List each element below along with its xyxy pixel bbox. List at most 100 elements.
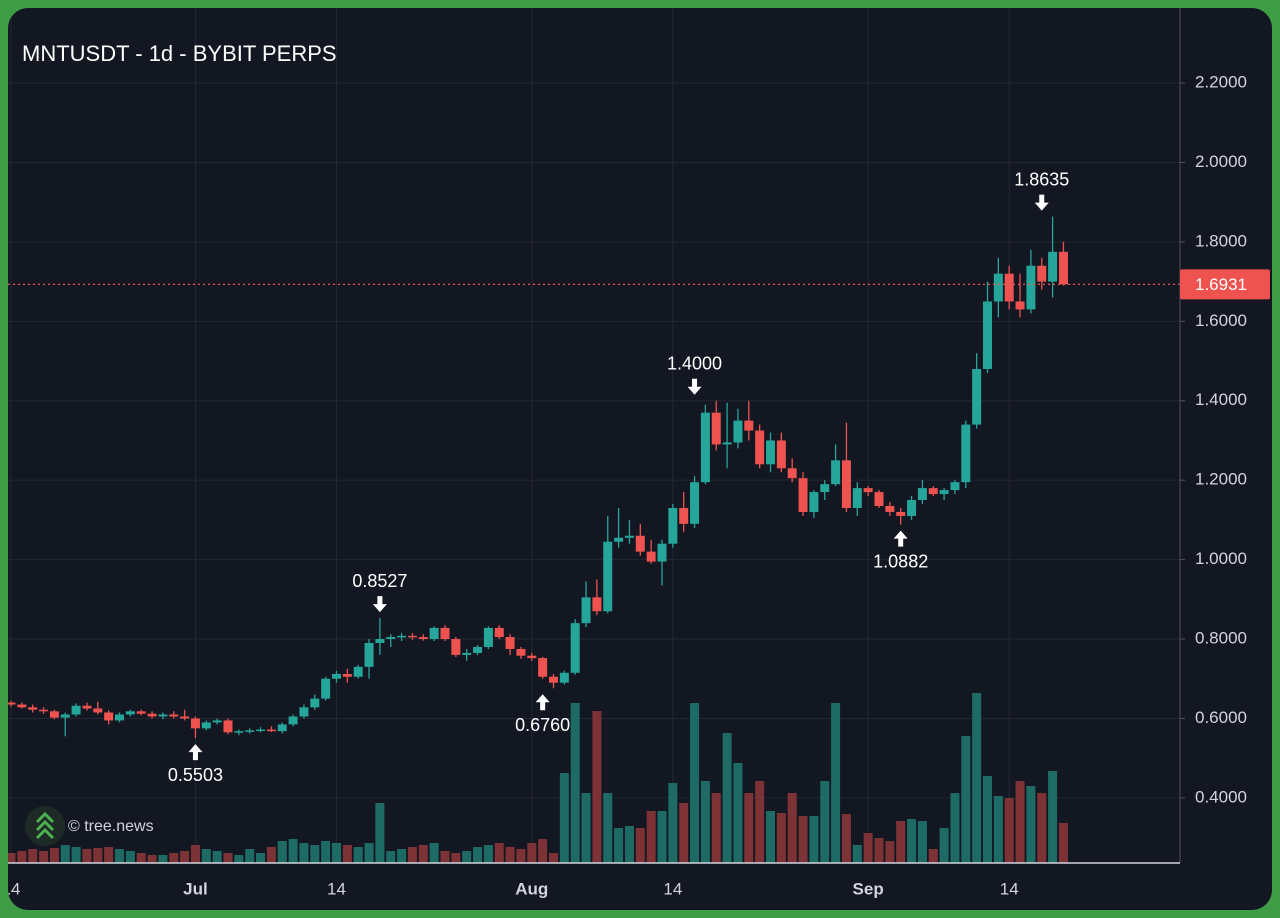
candle-body <box>559 672 569 683</box>
candle-body <box>266 729 276 732</box>
volume-bar <box>82 849 92 863</box>
candle-body <box>39 709 49 712</box>
volume-bar <box>1058 823 1068 863</box>
annotation-label: 0.5503 <box>168 765 223 785</box>
candle-body <box>635 535 645 552</box>
volume-bar <box>787 793 797 863</box>
volume-bar <box>256 853 266 863</box>
annotation-arrow <box>1034 194 1049 211</box>
candle-body <box>538 658 548 677</box>
y-tick-label: 0.6000 <box>1195 708 1247 727</box>
candle-body <box>321 678 331 699</box>
candle-body <box>277 724 287 732</box>
volume-bar <box>766 811 775 863</box>
volume-bar <box>690 703 700 863</box>
candle-body <box>516 648 526 656</box>
candle-body <box>592 597 602 612</box>
volume-bar <box>483 845 493 863</box>
annotation: 1.8635 <box>1014 169 1069 211</box>
annotation: 1.0882 <box>873 530 928 571</box>
candle-body <box>8 702 16 705</box>
volume-bar <box>733 763 743 863</box>
volume-bar <box>180 851 190 863</box>
candle-body <box>690 482 700 524</box>
candle-body <box>190 718 200 729</box>
volume-bar <box>538 839 548 863</box>
y-tick-label: 1.4000 <box>1195 390 1247 409</box>
candle-body <box>939 490 949 495</box>
candle-body <box>125 711 135 715</box>
volume-bar <box>418 845 428 863</box>
candle-body <box>896 511 906 516</box>
candle-body <box>49 711 59 718</box>
candle-body <box>256 729 266 732</box>
candle-body <box>841 460 851 508</box>
volume-bar <box>961 736 971 863</box>
volume-bar <box>983 776 992 863</box>
y-tick-label: 0.4000 <box>1195 787 1247 806</box>
volume-bar <box>407 847 417 863</box>
candle-body <box>364 642 374 667</box>
candle-body <box>570 623 580 673</box>
volume-bar <box>321 841 331 863</box>
candle-body <box>60 714 70 718</box>
annotation-arrow <box>687 378 702 395</box>
candle-body <box>787 468 797 479</box>
plot: 14 Jul 14 Aug 14 Sep 14 0.5503 0.8527 0.6760 1.400… <box>8 8 1180 898</box>
volume-bar <box>115 849 124 863</box>
volume-bar <box>245 849 255 863</box>
volume-bar <box>1015 781 1025 863</box>
candle-body <box>983 301 992 369</box>
candle-body <box>581 597 591 624</box>
volume-bar <box>917 821 927 863</box>
volume-bar <box>49 848 59 863</box>
candle-body <box>505 637 515 649</box>
candle-body <box>917 488 927 501</box>
volume-bar <box>549 853 558 863</box>
volume-bar <box>570 703 580 863</box>
volume-bar <box>559 773 569 863</box>
annotation-arrow <box>372 596 387 613</box>
volume-bar <box>397 849 407 863</box>
volume-bar <box>451 853 461 863</box>
volume-bar <box>494 843 504 863</box>
volume-bar <box>223 853 233 863</box>
annotation-label: 1.8635 <box>1014 169 1069 189</box>
candle-body <box>462 652 472 655</box>
candle-body <box>646 551 656 562</box>
volume-bar <box>1048 771 1058 863</box>
x-tick-label: Aug <box>515 879 548 898</box>
candle-body <box>1026 265 1036 310</box>
candle-body <box>950 482 960 491</box>
candle-body <box>136 711 146 714</box>
candle-body <box>614 537 624 542</box>
volume-bar <box>342 845 352 863</box>
candle-body <box>115 714 124 721</box>
volume-bar <box>581 793 591 863</box>
volume-bar <box>169 853 179 863</box>
volume-bar <box>603 793 613 863</box>
candle-body <box>1004 273 1014 302</box>
volume-bar <box>744 793 754 863</box>
y-tick-label: 2.2000 <box>1195 73 1247 92</box>
volume-bar <box>820 781 830 863</box>
volume-bar <box>972 693 982 863</box>
candle-body <box>169 714 179 717</box>
volume-bar <box>60 845 70 863</box>
volume-bar <box>462 851 472 863</box>
candle-body <box>288 716 298 725</box>
annotation: 0.8527 <box>352 571 407 613</box>
candle-body <box>429 627 439 640</box>
volume-bar <box>1004 798 1014 863</box>
candle-body <box>907 500 917 516</box>
candle-body <box>679 507 689 524</box>
volume-bar <box>527 843 537 863</box>
annotation-label: 1.0882 <box>873 551 928 571</box>
volume-bar <box>17 851 27 863</box>
last-price-box <box>1180 269 1270 300</box>
volume-bar <box>635 828 645 863</box>
candle-body <box>744 420 754 431</box>
candle-body <box>809 492 819 512</box>
volume-bar <box>700 781 710 863</box>
y-tick-label: 1.8000 <box>1195 231 1247 250</box>
